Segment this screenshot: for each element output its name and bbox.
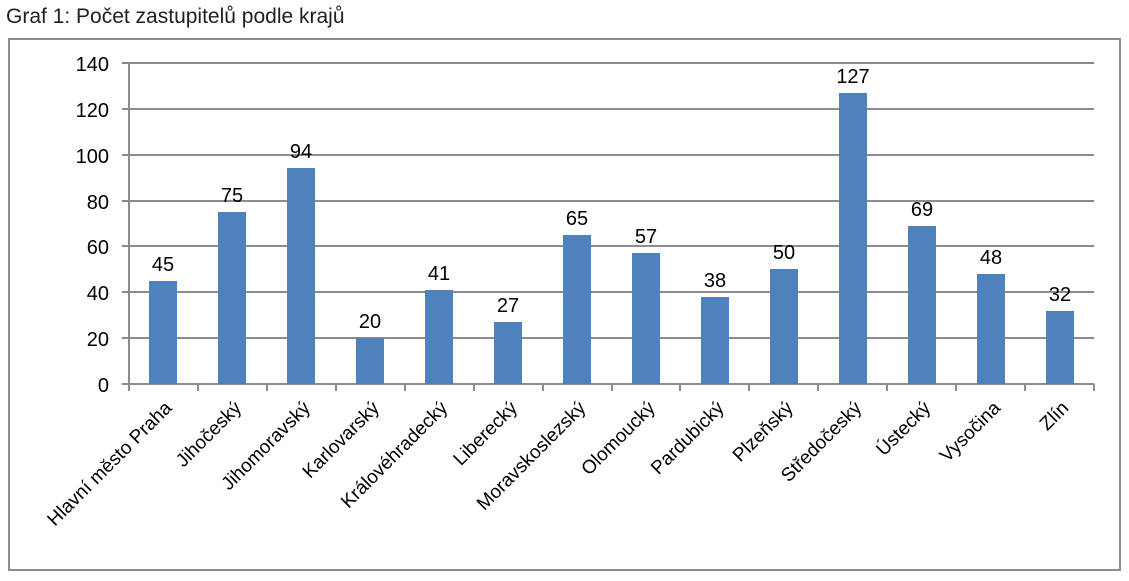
bar: [977, 274, 1005, 384]
x-axis-tick-mark: [128, 384, 130, 391]
x-axis-category-label: Vysočina: [935, 397, 1005, 467]
y-axis-tick-label: 40: [86, 283, 109, 305]
y-axis-tick-label: 80: [86, 192, 109, 214]
bar-value-label: 57: [634, 226, 658, 248]
x-axis-tick-mark: [679, 384, 681, 391]
gridline: [129, 200, 1094, 202]
bar: [149, 281, 177, 384]
x-axis-category-label: Hlavní město Praha: [43, 397, 177, 531]
bar-value-label: 75: [220, 185, 244, 207]
x-axis-tick-mark: [1093, 384, 1095, 391]
gridline: [129, 291, 1094, 293]
bar-value-label: 41: [427, 263, 451, 285]
x-axis-tick-mark: [817, 384, 819, 391]
y-axis-tick-label: 140: [75, 54, 109, 76]
bar-value-label: 50: [772, 242, 796, 264]
bar: [770, 269, 798, 384]
x-axis-tick-mark: [266, 384, 268, 391]
chart-frame: 0 20 40 60 80 100 120 140 45 Hlavní město Praha 75…: [8, 38, 1121, 571]
bar: [563, 235, 591, 384]
bar: [356, 338, 384, 384]
x-axis-tick-mark: [886, 384, 888, 391]
gridline: [129, 62, 1094, 64]
y-axis-tick-mark: [122, 383, 129, 385]
bar: [1046, 311, 1074, 384]
y-axis-tick-label: 0: [97, 375, 109, 397]
bar-value-label: 69: [910, 199, 934, 221]
bar-value-label: 45: [151, 254, 175, 276]
x-axis-tick-mark: [955, 384, 957, 391]
bar: [701, 297, 729, 384]
bar-value-label: 32: [1048, 284, 1072, 306]
y-axis-tick-label: 120: [75, 100, 109, 122]
bar: [218, 212, 246, 384]
bar-value-label: 94: [289, 141, 313, 163]
bar-value-label: 20: [358, 311, 382, 333]
bar: [632, 253, 660, 384]
plot-area: 0 20 40 60 80 100 120 140 45 Hlavní město Praha 75…: [10, 40, 1119, 569]
chart-title: Graf 1: Počet zastupitelů podle krajů: [6, 5, 345, 28]
y-axis-tick-label: 60: [86, 237, 109, 259]
y-axis-tick-label: 100: [75, 146, 109, 168]
bar-value-label: 48: [979, 247, 1003, 269]
gridline: [129, 108, 1094, 110]
gridline: [129, 245, 1094, 247]
x-axis-category-label: Ústecký: [872, 397, 936, 461]
y-axis-tick-mark: [122, 154, 129, 156]
x-axis-tick-mark: [1024, 384, 1026, 391]
y-axis-tick-mark: [122, 291, 129, 293]
bar-value-label: 38: [703, 270, 727, 292]
bar: [425, 290, 453, 384]
x-axis-tick-mark: [611, 384, 613, 391]
x-axis-tick-mark: [542, 384, 544, 391]
bar-value-label: 127: [836, 66, 870, 88]
x-axis-tick-mark: [404, 384, 406, 391]
bar: [287, 168, 315, 384]
gridline: [129, 154, 1094, 156]
x-axis-tick-mark: [197, 384, 199, 391]
bar-value-label: 65: [565, 208, 589, 230]
x-axis-tick-mark: [748, 384, 750, 391]
y-axis-tick-mark: [122, 108, 129, 110]
bar: [908, 226, 936, 384]
x-axis-tick-mark: [473, 384, 475, 391]
y-axis-tick-label: 20: [86, 329, 109, 351]
y-axis-tick-mark: [122, 200, 129, 202]
y-axis-line: [128, 63, 130, 384]
x-axis-category-label: Olomoucký: [577, 397, 660, 480]
x-axis-tick-mark: [335, 384, 337, 391]
bar-value-label: 27: [496, 295, 520, 317]
y-axis-tick-mark: [122, 245, 129, 247]
bar: [839, 93, 867, 384]
bar: [494, 322, 522, 384]
x-axis-category-label: Plzeňský: [728, 397, 798, 467]
x-axis-category-label: Pardubický: [647, 397, 729, 480]
y-axis-tick-mark: [122, 62, 129, 64]
x-axis-category-label: Zlín: [1036, 397, 1074, 435]
y-axis-tick-mark: [122, 337, 129, 339]
gridline: [129, 337, 1094, 339]
